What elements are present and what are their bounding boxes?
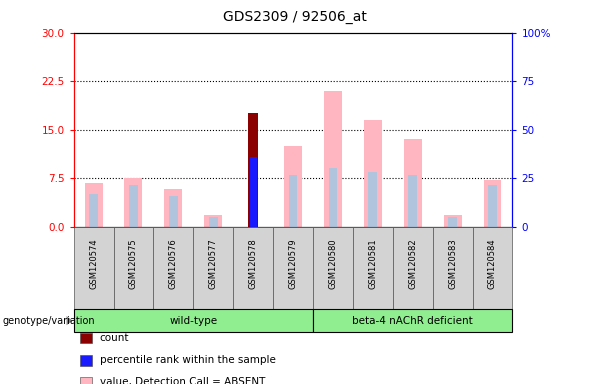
Bar [248,113,258,227]
Bar [484,180,501,227]
Bar [129,185,138,227]
Text: GSM120583: GSM120583 [448,238,457,289]
Bar [444,215,462,227]
Bar [369,172,377,227]
Text: genotype/variation: genotype/variation [3,316,95,326]
Bar [329,169,337,227]
Bar [204,215,222,227]
Text: GSM120577: GSM120577 [209,238,218,289]
Text: GSM120582: GSM120582 [408,238,417,289]
Bar [403,139,422,227]
Text: beta-4 nAChR deficient: beta-4 nAChR deficient [352,316,473,326]
Text: GSM120574: GSM120574 [89,238,98,289]
Text: GDS2309 / 92506_at: GDS2309 / 92506_at [223,10,366,23]
Bar [164,189,183,227]
Bar [364,120,382,227]
Bar [448,217,457,227]
Text: GSM120579: GSM120579 [289,238,297,289]
Bar [124,178,143,227]
Text: percentile rank within the sample: percentile rank within the sample [100,355,276,365]
Text: value, Detection Call = ABSENT: value, Detection Call = ABSENT [100,377,265,384]
Text: GSM120584: GSM120584 [488,238,497,289]
Bar [488,185,497,227]
Text: GSM120581: GSM120581 [368,238,378,289]
Text: wild-type: wild-type [169,316,217,326]
Bar [169,195,178,227]
Text: GSM120576: GSM120576 [169,238,178,289]
Bar [89,194,98,227]
Bar [250,157,257,227]
Bar [209,217,217,227]
Bar [289,175,297,227]
Bar [324,91,342,227]
Text: GSM120575: GSM120575 [129,238,138,289]
Bar [284,146,302,227]
Text: GSM120578: GSM120578 [249,238,257,289]
Text: GSM120580: GSM120580 [329,238,337,289]
Bar [85,183,102,227]
Text: count: count [100,333,129,343]
Bar [408,175,417,227]
